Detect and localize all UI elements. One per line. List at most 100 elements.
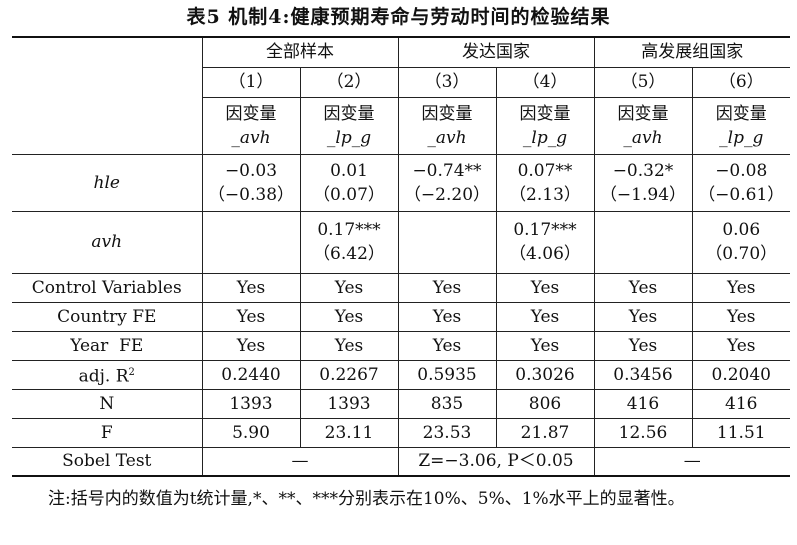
adj-r2-row: adj. R2 0.2440 0.2267 0.5935 0.3026 0.34… xyxy=(12,359,790,389)
value-cell: 835 xyxy=(397,388,497,418)
dep-var-prefix: 因变量 xyxy=(421,103,473,124)
dep-var-prefix: 因变量 xyxy=(617,103,669,124)
results-table: 全部样本 发达国家 高发展组国家 （1） （2） （3） （4） （5） （6）… xyxy=(12,36,790,477)
value-cell: Yes xyxy=(299,301,399,331)
row-label: avh xyxy=(12,210,203,273)
value-cell: Yes xyxy=(201,330,301,360)
value-cell: 12.56 xyxy=(593,417,693,447)
value-cell: 0.3456 xyxy=(593,359,693,389)
coef-cell: 0.17*** （6.42） xyxy=(299,210,399,273)
row-label: Year FE xyxy=(12,330,203,360)
row-label: N xyxy=(12,388,203,418)
sobel-cell: — xyxy=(201,446,399,477)
control-variables-row: Control Variables Yes Yes Yes Yes Yes Ye… xyxy=(12,272,790,302)
group-header: 发达国家 xyxy=(397,36,595,67)
value-cell: Yes xyxy=(691,301,790,331)
value-cell: 1393 xyxy=(201,388,301,418)
value-cell: 5.90 xyxy=(201,417,301,447)
sobel-cell: Z=−3.06, P＜0.05 xyxy=(397,446,595,477)
column-number: （2） xyxy=(299,66,399,97)
row-label: adj. R2 xyxy=(12,359,203,389)
value-cell: 806 xyxy=(495,388,595,418)
value-cell: Yes xyxy=(397,301,497,331)
sobel-test-row: Sobel Test — Z=−3.06, P＜0.05 — xyxy=(12,446,790,477)
dep-var-cell: 因变量 _lp_g xyxy=(495,96,595,154)
dep-var-prefix: 因变量 xyxy=(323,103,375,124)
dep-var-prefix: 因变量 xyxy=(519,103,571,124)
dep-var-prefix: 因变量 xyxy=(225,103,277,124)
value-cell: Yes xyxy=(299,330,399,360)
stub-header xyxy=(12,36,203,154)
country-fe-row: Country FE Yes Yes Yes Yes Yes Yes xyxy=(12,301,790,331)
n-row: N 1393 1393 835 806 416 416 xyxy=(12,388,790,418)
dep-var-prefix: 因变量 xyxy=(715,103,767,124)
value-cell: 21.87 xyxy=(495,417,595,447)
year-fe-row: Year FE Yes Yes Yes Yes Yes Yes xyxy=(12,330,790,360)
dependent-variable-row: 因变量 _avh 因变量 _lp_g 因变量 _avh 因变量 _lp_g 因变量 _av… xyxy=(12,96,790,154)
coef-cell: −0.32* （−1.94） xyxy=(593,153,693,211)
value-cell: Yes xyxy=(593,272,693,302)
value-cell: 23.11 xyxy=(299,417,399,447)
value-cell: 416 xyxy=(593,388,693,418)
value-cell: Yes xyxy=(201,272,301,302)
dep-var-cell: 因变量 _avh xyxy=(593,96,693,154)
value-cell: 0.2440 xyxy=(201,359,301,389)
dep-var-cell: 因变量 _avh xyxy=(201,96,301,154)
coef-cell: 0.06 （0.70） xyxy=(691,210,790,273)
dep-var-cell: 因变量 _avh xyxy=(397,96,497,154)
value-cell: 11.51 xyxy=(691,417,790,447)
dep-var-name: _avh xyxy=(623,127,663,148)
dep-var-name: _avh xyxy=(231,127,271,148)
column-number: （1） xyxy=(201,66,301,97)
group-header: 全部样本 xyxy=(201,36,399,67)
table-title: 表5 机制4:健康预期寿命与劳动时间的检验结果 xyxy=(186,6,611,28)
f-row: F 5.90 23.11 23.53 21.87 12.56 11.51 xyxy=(12,417,790,447)
coef-cell xyxy=(201,210,301,273)
hle-row: hle −0.03 （−0.38） 0.01 （0.07） −0.74** （−2.2… xyxy=(12,153,790,211)
group-header-row: 全部样本 发达国家 高发展组国家 xyxy=(12,36,790,154)
value-cell: Yes xyxy=(495,301,595,331)
dep-var-cell: 因变量 _lp_g xyxy=(691,96,790,154)
coef-cell xyxy=(397,210,497,273)
value-cell: 0.3026 xyxy=(495,359,595,389)
row-label: Country FE xyxy=(12,301,203,331)
dep-var-name: _lp_g xyxy=(522,127,568,148)
coef-cell: 0.07** （2.13） xyxy=(495,153,595,211)
value-cell: 23.53 xyxy=(397,417,497,447)
dep-var-name: _lp_g xyxy=(326,127,372,148)
column-number-row: （1） （2） （3） （4） （5） （6） xyxy=(12,66,790,97)
coef-cell: −0.08 （−0.61） xyxy=(691,153,790,211)
value-cell: Yes xyxy=(397,272,497,302)
coef-cell: −0.74** （−2.20） xyxy=(397,153,497,211)
value-cell: 1393 xyxy=(299,388,399,418)
column-number: （6） xyxy=(691,66,790,97)
table-note: 注:括号内的数值为t统计量,*、**、***分别表示在10%、5%、1%水平上的… xyxy=(48,489,685,509)
value-cell: Yes xyxy=(691,330,790,360)
dep-var-name: _lp_g xyxy=(719,127,764,148)
value-cell: 0.2267 xyxy=(299,359,399,389)
value-cell: 416 xyxy=(691,388,790,418)
avh-row: avh 0.17*** （6.42） 0.17*** （4.06） 0.06 （0.7… xyxy=(12,210,790,273)
column-number: （5） xyxy=(593,66,693,97)
dep-var-cell: 因变量 _lp_g xyxy=(299,96,399,154)
value-cell: Yes xyxy=(397,330,497,360)
column-number: （3） xyxy=(397,66,497,97)
row-label: Sobel Test xyxy=(12,446,203,477)
value-cell: Yes xyxy=(495,330,595,360)
value-cell: Yes xyxy=(593,330,693,360)
value-cell: Yes xyxy=(495,272,595,302)
column-number: （4） xyxy=(495,66,595,97)
value-cell: Yes xyxy=(299,272,399,302)
coef-cell: −0.03 （−0.38） xyxy=(201,153,301,211)
row-label: F xyxy=(12,417,203,447)
dep-var-name: _avh xyxy=(427,127,467,148)
coef-cell: 0.17*** （4.06） xyxy=(495,210,595,273)
value-cell: Yes xyxy=(201,301,301,331)
coef-cell: 0.01 （0.07） xyxy=(299,153,399,211)
sobel-cell: — xyxy=(593,446,790,477)
value-cell: 0.2040 xyxy=(691,359,790,389)
row-label: hle xyxy=(12,153,203,211)
value-cell: 0.5935 xyxy=(397,359,497,389)
row-label: Control Variables xyxy=(12,272,203,302)
value-cell: Yes xyxy=(691,272,790,302)
